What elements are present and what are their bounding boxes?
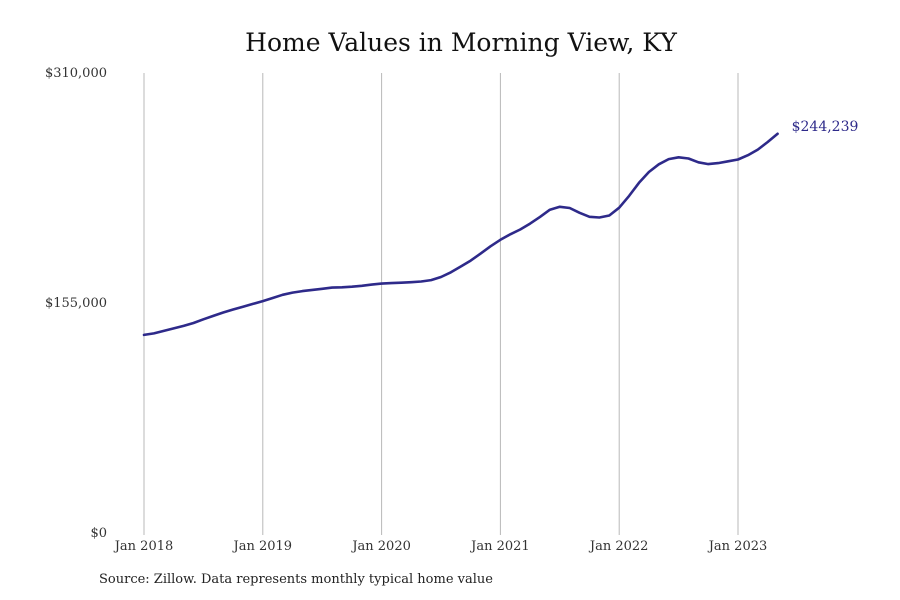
data-point	[767, 141, 769, 143]
data-point	[578, 212, 580, 214]
data-point	[559, 206, 561, 208]
data-point	[222, 311, 224, 313]
x-tick-label: Jan 2018	[113, 539, 174, 554]
data-point	[757, 148, 759, 150]
data-point	[311, 289, 313, 291]
data-point	[291, 291, 293, 293]
data-point	[628, 195, 630, 197]
data-point	[509, 233, 511, 235]
data-point	[361, 285, 363, 287]
data-point	[351, 286, 353, 288]
series-data-points	[143, 133, 779, 336]
y-tick-label: $0	[90, 526, 107, 541]
data-point	[252, 303, 254, 305]
data-point	[549, 209, 551, 211]
x-grid-lines	[143, 73, 739, 535]
data-point	[182, 325, 184, 327]
x-tick-label: Jan 2021	[469, 539, 530, 554]
data-point	[272, 297, 274, 299]
data-point	[529, 222, 531, 224]
data-point	[410, 281, 412, 283]
data-point	[281, 294, 283, 296]
data-point	[489, 245, 491, 247]
data-point	[737, 158, 739, 160]
chart-title: Home Values in Morning View, KY	[245, 28, 677, 57]
y-axis-tick-labels: $0 $155,000 $310,000	[45, 66, 107, 541]
data-point	[588, 216, 590, 218]
data-point	[776, 133, 778, 135]
data-point	[668, 158, 670, 160]
x-axis-tick-labels: Jan 2018 Jan 2019 Jan 2020 Jan 2021 Jan 2022…	[113, 539, 768, 554]
data-point	[470, 259, 472, 261]
x-tick-label: Jan 2022	[588, 539, 649, 554]
data-point	[707, 163, 709, 165]
x-tick-label: Jan 2019	[232, 539, 293, 554]
end-value-label: $244,239	[792, 119, 859, 135]
data-point	[747, 154, 749, 156]
data-point	[331, 286, 333, 288]
data-point	[420, 280, 422, 282]
y-tick-label: $310,000	[45, 66, 107, 81]
data-point	[341, 286, 343, 288]
data-point	[479, 252, 481, 254]
data-point	[598, 216, 600, 218]
data-point	[173, 327, 175, 329]
y-tick-label: $155,000	[45, 296, 107, 311]
data-point	[717, 162, 719, 164]
data-point	[153, 332, 155, 334]
data-point	[687, 157, 689, 159]
data-point	[618, 207, 620, 209]
data-point	[143, 334, 145, 336]
data-point	[380, 282, 382, 284]
data-point	[202, 318, 204, 320]
series-line-home-value	[142, 132, 779, 337]
data-point	[460, 265, 462, 267]
data-point	[371, 283, 373, 285]
data-point	[658, 163, 660, 165]
x-tick-label: Jan 2020	[350, 539, 411, 554]
data-point	[212, 315, 214, 317]
data-point	[262, 300, 264, 302]
x-tick-label: Jan 2023	[707, 539, 768, 554]
data-point	[390, 282, 392, 284]
data-point	[321, 288, 323, 290]
data-point	[450, 271, 452, 273]
data-point	[519, 228, 521, 230]
source-note: Source: Zillow. Data represents monthly …	[99, 572, 493, 587]
data-point	[430, 279, 432, 281]
data-point	[727, 160, 729, 162]
data-point	[697, 161, 699, 163]
data-point	[440, 276, 442, 278]
data-point	[163, 330, 165, 332]
data-point	[192, 322, 194, 324]
data-point	[301, 290, 303, 292]
data-point	[608, 214, 610, 216]
data-point	[539, 216, 541, 218]
data-point	[569, 207, 571, 209]
data-point	[499, 239, 501, 241]
data-point	[232, 308, 234, 310]
data-point	[638, 182, 640, 184]
data-point	[677, 156, 679, 158]
data-point	[242, 306, 244, 308]
data-point	[648, 171, 650, 173]
data-point	[400, 282, 402, 284]
